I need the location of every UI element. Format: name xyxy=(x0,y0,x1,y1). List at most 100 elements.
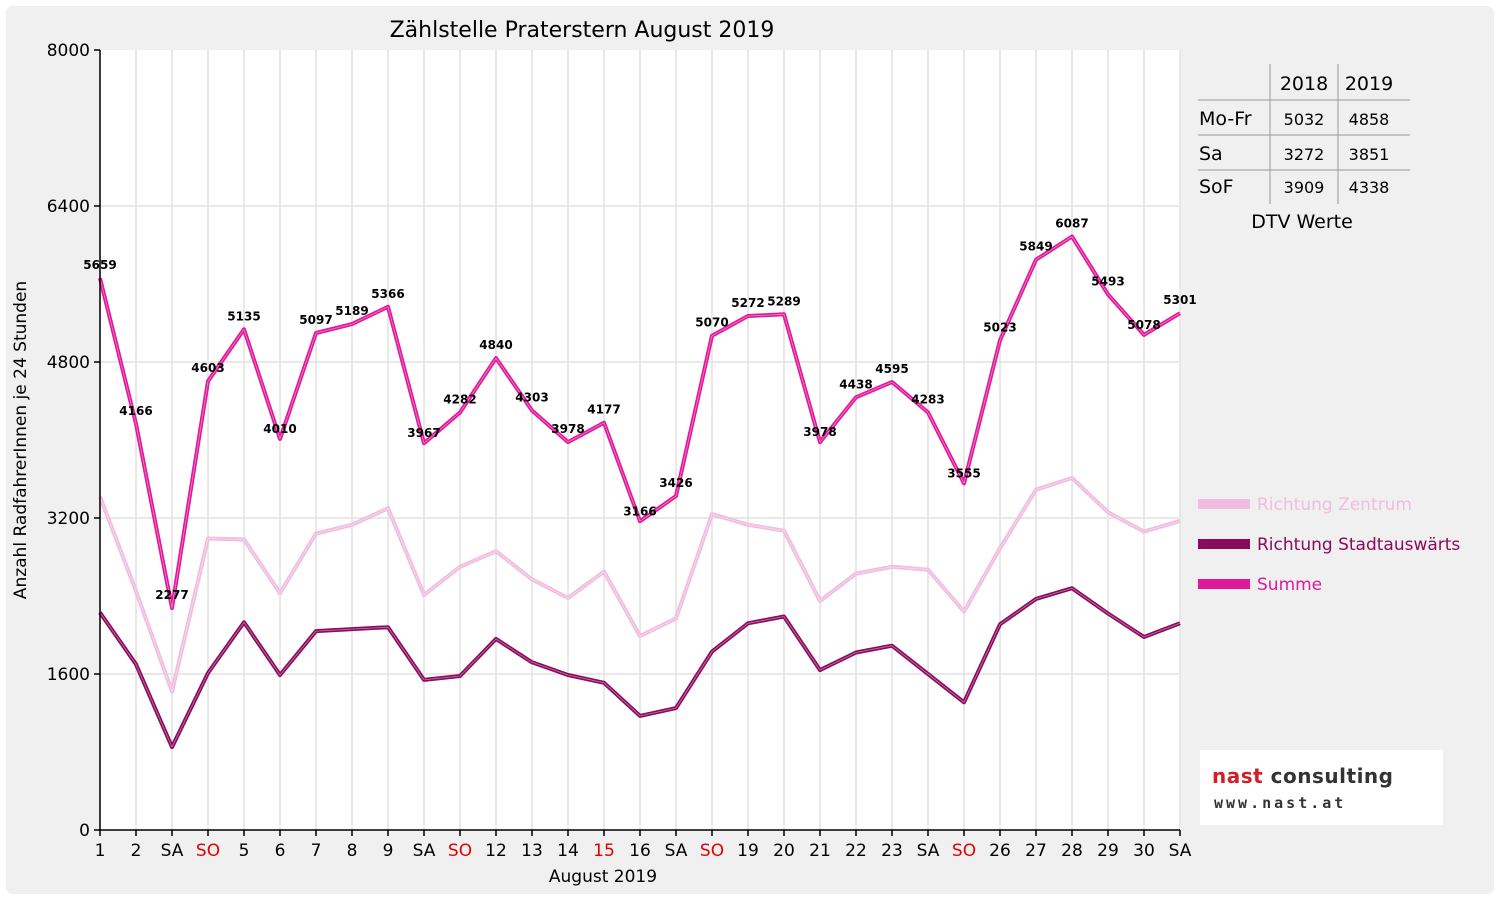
dtv-table: 2018 2019 Mo-Fr 5032 4858 Sa 3272 3851 SoF 3909 43… xyxy=(1198,64,1410,233)
data-label: 6087 xyxy=(1055,217,1088,231)
x-tick-label: SO xyxy=(196,841,220,861)
x-tick-label: 23 xyxy=(881,841,903,861)
chart-title: Zählstelle Praterstern August 2019 xyxy=(390,18,775,43)
table-header: 2018 xyxy=(1280,73,1328,95)
legend-label: Richtung Zentrum xyxy=(1257,495,1412,515)
data-label: 5366 xyxy=(371,287,404,301)
data-label: 5189 xyxy=(335,304,368,318)
table-row-label: Sa xyxy=(1199,143,1223,165)
data-label: 4166 xyxy=(119,404,152,418)
x-tick-label: 15 xyxy=(593,841,615,861)
x-tick-label: SA xyxy=(917,841,940,861)
data-label: 3555 xyxy=(947,466,980,480)
data-label: 5272 xyxy=(731,296,764,310)
x-tick-label: SO xyxy=(448,841,472,861)
x-tick-label: 26 xyxy=(989,841,1011,861)
x-tick-label: SA xyxy=(665,841,688,861)
x-tick-label: 29 xyxy=(1097,841,1119,861)
data-label: 3978 xyxy=(803,425,836,439)
y-tick-label: 3200 xyxy=(47,509,90,529)
data-label: 5289 xyxy=(767,294,800,308)
table-cell: 3272 xyxy=(1284,145,1325,164)
legend-swatch xyxy=(1198,579,1250,589)
x-axis-title: August 2019 xyxy=(549,867,657,887)
table-row-label: Mo-Fr xyxy=(1199,108,1252,130)
data-label: 4438 xyxy=(839,377,872,391)
data-label: 2277 xyxy=(155,588,188,602)
table-cell: 3909 xyxy=(1284,178,1325,197)
data-label: 5078 xyxy=(1127,318,1160,332)
data-label: 5659 xyxy=(83,258,116,272)
data-label: 4177 xyxy=(587,403,620,417)
legend-label: Richtung Stadtauswärts xyxy=(1257,535,1460,555)
legend-label: Summe xyxy=(1257,575,1322,595)
y-tick-label: 1600 xyxy=(47,665,90,685)
data-label: 4595 xyxy=(875,362,908,376)
logo-url: www.nast.at xyxy=(1214,794,1347,812)
x-tick-label: 16 xyxy=(629,841,651,861)
grid-lines xyxy=(99,50,1181,830)
data-label: 3978 xyxy=(551,422,584,436)
x-tick-label: SA xyxy=(413,841,436,861)
y-axis-title: Anzahl RadfahrerInnen je 24 Stunden xyxy=(11,281,31,599)
table-cell: 4338 xyxy=(1349,178,1390,197)
data-label: 5493 xyxy=(1091,274,1124,288)
table-cell: 5032 xyxy=(1284,110,1325,129)
x-tick-label: 14 xyxy=(557,841,579,861)
table-row-label: SoF xyxy=(1199,176,1234,198)
data-label: 3426 xyxy=(659,476,692,490)
data-label: 5070 xyxy=(695,316,728,330)
data-label: 5301 xyxy=(1163,293,1196,307)
x-tick-label: 12 xyxy=(485,841,507,861)
x-tick-label: 2 xyxy=(131,841,142,861)
data-label: 5023 xyxy=(983,320,1016,334)
table-cell: 4858 xyxy=(1349,110,1390,129)
x-tick-label: SO xyxy=(952,841,976,861)
x-tick-label: 27 xyxy=(1025,841,1047,861)
x-tick-label: 30 xyxy=(1133,841,1155,861)
x-tick-label: 6 xyxy=(275,841,286,861)
y-tick-label: 4800 xyxy=(47,353,90,373)
y-tick-label: 6400 xyxy=(47,197,90,217)
data-label: 5849 xyxy=(1019,240,1052,254)
data-label: 3967 xyxy=(407,426,440,440)
x-tick-label: SO xyxy=(700,841,724,861)
x-tick-label: 20 xyxy=(773,841,795,861)
data-label: 5135 xyxy=(227,309,260,323)
data-label: 4603 xyxy=(191,361,224,375)
data-label: 4840 xyxy=(479,338,512,352)
x-tick-label: 13 xyxy=(521,841,543,861)
data-label: 4282 xyxy=(443,393,476,407)
x-tick-label: 8 xyxy=(347,841,358,861)
x-tick-label: 22 xyxy=(845,841,867,861)
x-tick-label: 7 xyxy=(311,841,322,861)
legend: Richtung Zentrum Richtung Stadtauswärts Su… xyxy=(1198,495,1460,595)
table-cell: 3851 xyxy=(1349,145,1390,164)
x-tick-label: 28 xyxy=(1061,841,1083,861)
legend-swatch xyxy=(1198,539,1250,549)
x-tick-label: SA xyxy=(161,841,184,861)
data-label: 5097 xyxy=(299,313,332,327)
y-tick-label: 8000 xyxy=(47,41,90,61)
x-tick-label: 5 xyxy=(239,841,250,861)
table-header: 2019 xyxy=(1345,73,1393,95)
series-lines xyxy=(98,234,1182,750)
legend-swatch xyxy=(1198,499,1250,509)
data-label: 4303 xyxy=(515,390,548,404)
table-caption: DTV Werte xyxy=(1251,211,1353,233)
data-label: 3166 xyxy=(623,504,656,518)
x-tick-label: SA xyxy=(1169,841,1192,861)
data-label: 4283 xyxy=(911,392,944,406)
logo-word-consulting: consulting xyxy=(1270,764,1394,788)
x-tick-label: 9 xyxy=(383,841,394,861)
logo-word-nast: nast xyxy=(1212,764,1264,788)
logo-wordmark: nast consulting xyxy=(1212,764,1393,788)
x-tick-label: 19 xyxy=(737,841,759,861)
data-label: 4010 xyxy=(263,422,296,436)
company-logo: nast consulting www.nast.at xyxy=(1200,750,1443,825)
x-tick-label: 21 xyxy=(809,841,831,861)
y-tick-label: 0 xyxy=(79,821,90,841)
